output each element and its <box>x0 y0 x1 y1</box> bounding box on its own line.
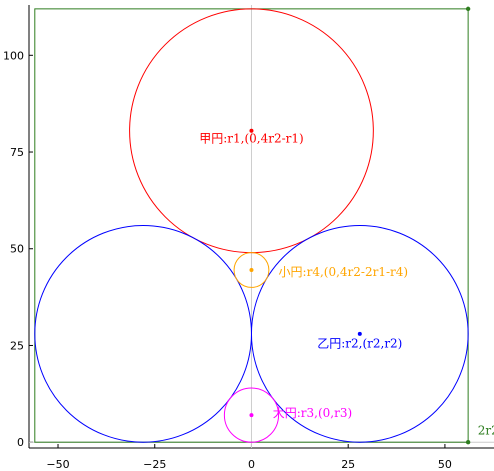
y-tick-label: 0 <box>17 436 24 449</box>
x-tick-label: −50 <box>46 458 69 471</box>
otsu-label: 乙円:r2,(r2,r2) <box>317 336 402 350</box>
center-dot-dai <box>249 413 254 418</box>
circle-otsu-r <box>250 225 469 443</box>
point-corner-bottom <box>465 439 471 445</box>
points-layer <box>249 6 471 445</box>
y-tick-label: 75 <box>10 146 24 159</box>
dai-label: 大円:r3,(0,r3) <box>273 406 352 420</box>
circle-sho <box>233 252 270 288</box>
center-dot-kou <box>249 128 254 133</box>
kou-label: 甲円:r1,(0,4r2-r1) <box>199 131 303 145</box>
y-tick-label: 100 <box>3 49 24 62</box>
center-dot-otsu-r <box>357 331 362 336</box>
x-tick-label: 0 <box>248 458 255 471</box>
circle-dai <box>223 387 280 443</box>
labels-layer: 甲円:r1,(0,4r2-r1) 小円:r4,(0,4r2-2r1-r4) 乙円:r… <box>199 0 494 437</box>
bottom-corner-label: 2r2 <box>478 423 494 437</box>
y-tick-label: 25 <box>10 339 24 352</box>
circles-layer <box>34 8 469 443</box>
top-corner-label: (2r2,4r2) <box>410 0 465 1</box>
axes <box>28 5 494 449</box>
circle-otsu-l <box>34 225 252 443</box>
x-tick-label: 25 <box>341 458 355 471</box>
sho-label: 小円:r4,(0,4r2-2r1-r4) <box>279 265 409 279</box>
x-tick-label: 50 <box>438 458 452 471</box>
tick-labels-layer: −50 −25 0 25 50 0 25 50 75 100 <box>3 49 452 471</box>
y-tick-label: 50 <box>10 243 24 256</box>
guide-lines <box>29 5 494 448</box>
point-corner-top <box>465 6 471 12</box>
center-dot-sho <box>249 268 254 273</box>
x-tick-label: −25 <box>143 458 166 471</box>
